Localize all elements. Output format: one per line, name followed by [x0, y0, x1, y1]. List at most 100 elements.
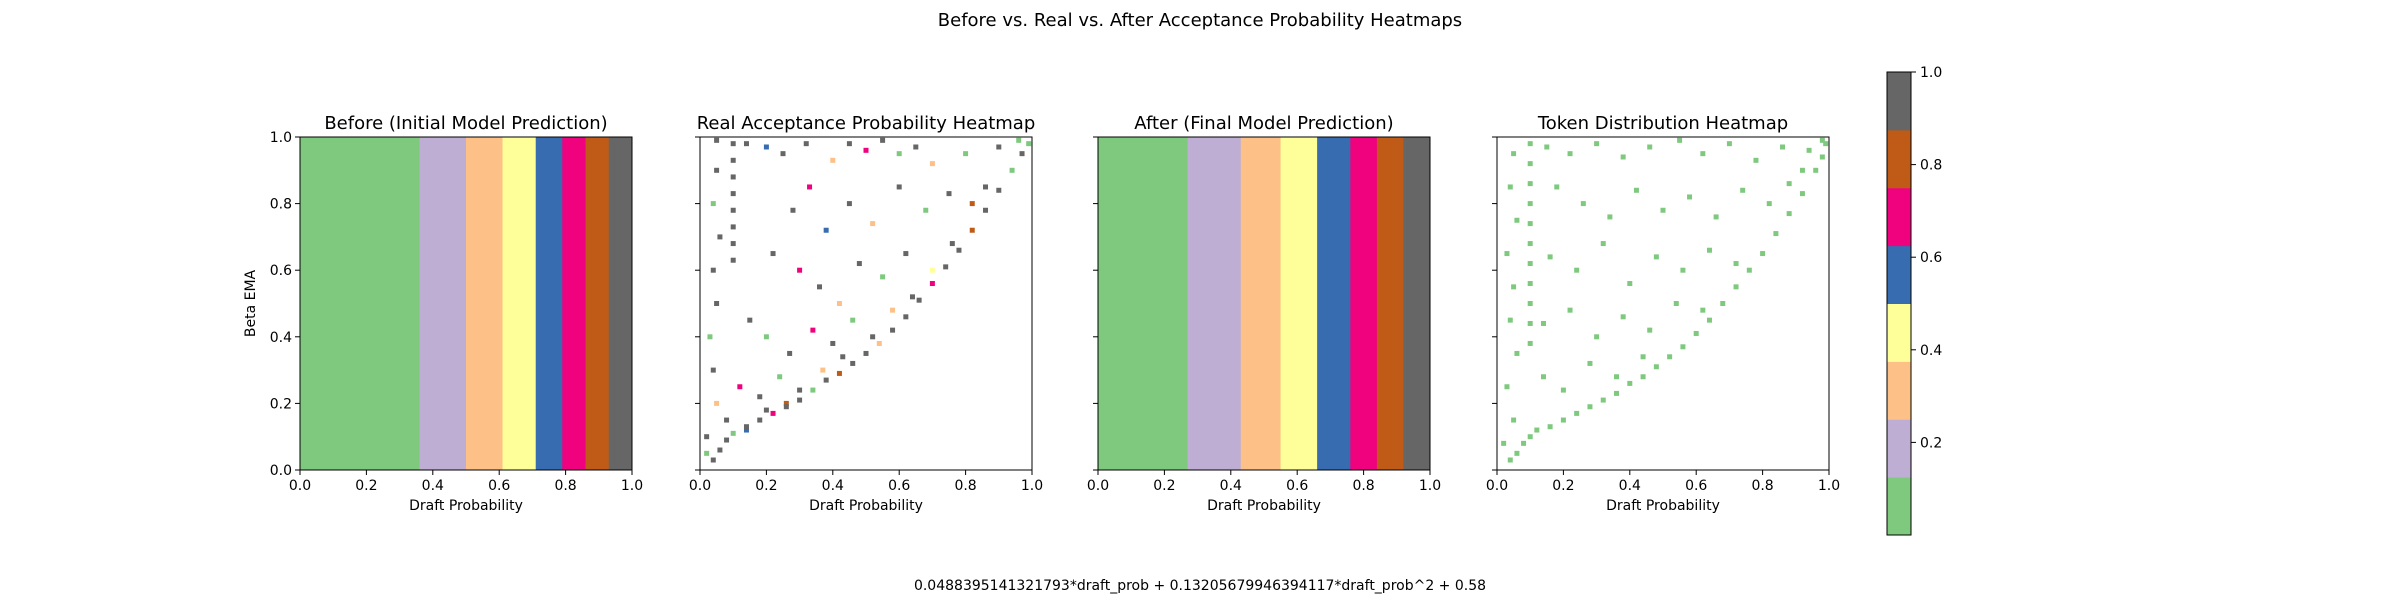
heatmap-band	[1403, 137, 1431, 470]
x-tick-label: 0.6	[1685, 478, 1707, 494]
heatmap-cell	[1016, 137, 1022, 143]
heatmap-cell	[996, 144, 1002, 150]
heatmap-cell	[929, 267, 935, 273]
colorbar-tick-label: 0.4	[1920, 343, 1942, 359]
heatmap-cell	[1680, 267, 1686, 273]
heatmap-cell	[1594, 334, 1600, 340]
heatmap-cell	[730, 191, 736, 197]
heatmap-cell	[1527, 201, 1533, 207]
x-tick-label: 0.4	[1619, 478, 1641, 494]
y-tick-label: 0.0	[270, 463, 292, 479]
heatmap-cell	[1009, 167, 1015, 173]
panel-title: After (Final Model Prediction)	[1134, 113, 1393, 134]
heatmap-cell	[783, 400, 789, 406]
x-tick-label: 0.2	[355, 478, 377, 494]
heatmap-cell	[969, 201, 975, 207]
x-tick-label: 0.0	[1486, 478, 1508, 494]
heatmap-band	[1240, 137, 1282, 470]
heatmap-band	[300, 137, 421, 470]
x-tick-label: 0.4	[822, 478, 844, 494]
x-tick-label: 0.4	[422, 478, 444, 494]
heatmap-cell	[1574, 267, 1580, 273]
heatmap-cell	[880, 274, 886, 280]
y-tick-label: 1.0	[270, 130, 292, 146]
x-tick-label: 0.6	[1286, 478, 1308, 494]
heatmap-cell	[1567, 151, 1573, 157]
heatmap-cell	[797, 387, 803, 393]
panel-2: Real Acceptance Probability Heatmap 0.0 0.…	[689, 113, 1043, 514]
heatmap-band	[1187, 137, 1242, 470]
heatmap-cell	[963, 151, 969, 157]
panel-3: After (Final Model Prediction) 0.0 0.2 0.4 0…	[1087, 113, 1441, 514]
heatmap-cell	[1527, 261, 1533, 267]
heatmap-cell	[763, 144, 769, 150]
heatmap-cell	[763, 407, 769, 413]
heatmap-cell	[1554, 184, 1560, 190]
heatmap-cell	[1667, 354, 1673, 360]
heatmap-cell	[1819, 154, 1825, 160]
heatmap-cell	[1587, 404, 1593, 410]
heatmap-cell	[896, 151, 902, 157]
heatmap-cell	[1614, 390, 1620, 396]
heatmap-cell	[890, 307, 896, 313]
heatmap-cell	[730, 174, 736, 180]
heatmap-cell	[846, 141, 852, 147]
heatmap-cell	[704, 450, 710, 456]
heatmap-cell	[983, 184, 989, 190]
heatmap-cell	[810, 387, 816, 393]
colorbar-segment	[1887, 419, 1911, 478]
heatmap-cell	[1726, 141, 1732, 147]
x-tick-label: 0.8	[554, 478, 576, 494]
heatmap-cell	[840, 354, 846, 360]
colorbar-tick-label: 0.8	[1920, 158, 1942, 174]
heatmap-cell	[1534, 427, 1540, 433]
heatmap-cell	[1527, 301, 1533, 306]
heatmap-cell	[1640, 374, 1646, 380]
heatmap-cell	[1587, 360, 1593, 366]
heatmap-cell	[710, 367, 716, 373]
heatmap-cell	[1786, 211, 1792, 217]
heatmap-cell	[1653, 254, 1659, 260]
heatmap-cell	[949, 241, 955, 247]
heatmap-cell	[830, 157, 836, 163]
y-axis-label: Beta EMA	[243, 269, 259, 337]
panel-title: Before (Initial Model Prediction)	[324, 113, 607, 134]
x-tick-label: 0.0	[689, 478, 711, 494]
panel-1: Before (Initial Model Prediction) 0.0 0.2 0…	[243, 113, 643, 514]
x-tick-label: 0.2	[1153, 478, 1175, 494]
plot-area	[700, 137, 1032, 470]
heatmap-band	[1350, 137, 1378, 470]
colorbar-segment	[1887, 72, 1911, 131]
heatmap-cell	[836, 301, 842, 306]
heatmap-cell	[870, 221, 876, 227]
heatmap-cell	[1700, 307, 1706, 313]
heatmap-cell	[717, 234, 723, 240]
heatmap-cell	[863, 147, 869, 153]
heatmap-cell	[1594, 141, 1600, 147]
heatmap-cell	[807, 184, 813, 190]
heatmap-cell	[1780, 144, 1786, 150]
heatmap-cell	[1706, 317, 1712, 323]
heatmap-cell	[1547, 424, 1553, 430]
heatmap-band	[535, 137, 563, 470]
heatmap-cell	[943, 264, 949, 270]
heatmap-cell	[876, 340, 882, 346]
heatmap-cell	[724, 417, 730, 423]
heatmap-cell	[1766, 201, 1772, 207]
heatmap-cell	[983, 207, 989, 213]
heatmap-cell	[1507, 317, 1513, 323]
heatmap-cell	[850, 360, 856, 366]
heatmap-cell	[1560, 417, 1566, 423]
heatmap-cell	[780, 151, 786, 157]
heatmap-cell	[714, 167, 720, 173]
colorbar-tick-label: 0.6	[1920, 250, 1942, 266]
heatmap-cell	[730, 157, 736, 163]
heatmap-cell	[1511, 151, 1517, 157]
heatmap-cell	[730, 224, 736, 230]
heatmap-cell	[714, 137, 720, 143]
y-tick-label: 0.8	[270, 197, 292, 213]
heatmap-cell	[1653, 364, 1659, 370]
heatmap-cell	[1511, 417, 1517, 423]
heatmap-cell	[757, 394, 763, 400]
heatmap-cell	[1620, 154, 1626, 160]
